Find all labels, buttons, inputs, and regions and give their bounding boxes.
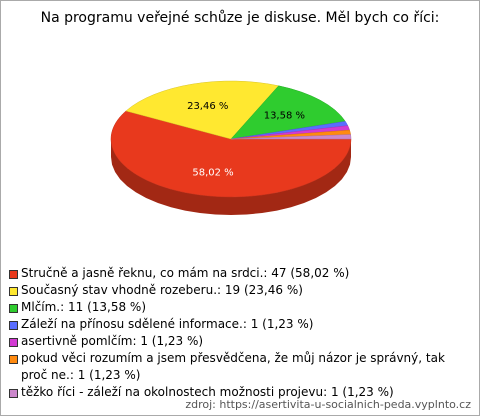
slice [230,134,352,140]
legend-item: těžko říci - záleží na okolnostech možno… [9,384,471,401]
legend-label: asertivně pomlčím: 1 (1,23 %) [21,334,204,348]
legend-item: asertivně pomlčím: 1 (1,23 %) [9,333,471,350]
legend-swatch [9,287,18,296]
legend-item: Stručně a jasně řeknu, co mám na srdci.:… [9,265,471,282]
legend-item: Současný stav vhodně rozeberu.: 19 (23,4… [9,282,471,299]
legend-swatch [9,389,18,398]
legend-label: Stručně a jasně řeknu, co mám na srdci.:… [21,266,350,280]
legend-label: pokud věci rozumím a jsem přesvědčena, ž… [21,351,445,382]
legend-swatch [9,355,18,364]
legend-swatch [9,270,18,279]
legend-item: Mlčím.: 11 (13,58 %) [9,299,471,316]
legend-swatch [9,304,18,313]
slice [125,80,280,140]
chart-title: Na programu veřejné schůze je diskuse. M… [40,10,440,26]
legend-item: Záleží na přínosu sdělené informace.: 1 … [9,316,471,333]
pie-area: 58,02 % 23,46 % 13,58 % [110,80,352,215]
slice [110,110,352,198]
legend: Stručně a jasně řeknu, co mám na srdci.:… [9,265,471,401]
legend-label: Současný stav vhodně rozeberu.: 19 (23,4… [21,283,303,297]
slice-label: 13,58 % [264,111,305,122]
slice-label: 58,02 % [192,168,233,179]
legend-swatch [9,321,18,330]
legend-item: pokud věci rozumím a jsem přesvědčena, ž… [9,350,471,384]
slice-side [111,139,351,215]
source: zdroj: https://asertivita-u-socialnich-p… [185,398,471,411]
legend-swatch [9,338,18,347]
legend-label: Mlčím.: 11 (13,58 %) [21,300,146,314]
legend-label: Záleží na přínosu sdělené informace.: 1 … [21,317,314,331]
legend-label: těžko říci - záleží na okolnostech možno… [21,385,394,399]
slice-label: 23,46 % [187,101,228,112]
